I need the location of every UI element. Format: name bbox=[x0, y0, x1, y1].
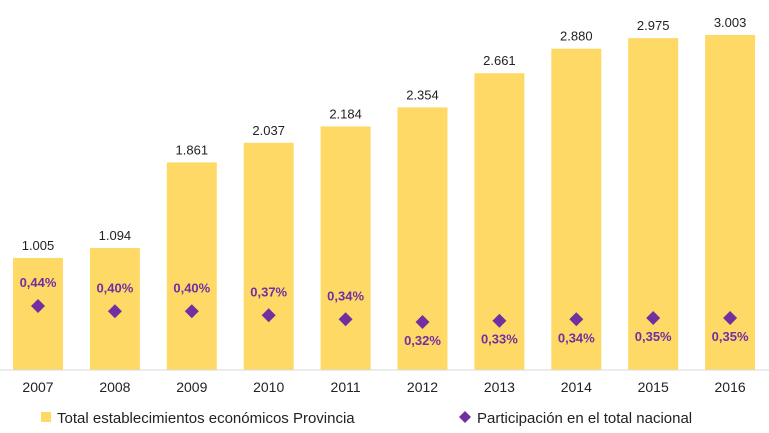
diamond-marker-2010 bbox=[261, 308, 276, 323]
pct-label-2013: 0,33% bbox=[481, 332, 518, 347]
pct-label-2011: 0,34% bbox=[327, 288, 364, 303]
bar-2012 bbox=[397, 107, 448, 371]
bar-value-label-2013: 2.661 bbox=[483, 53, 516, 68]
bar-value-label-2010: 2.037 bbox=[252, 123, 285, 138]
diamond-marker-2008 bbox=[107, 304, 122, 319]
diamond-marker-2011 bbox=[338, 312, 353, 327]
pct-label-2012: 0,32% bbox=[404, 333, 441, 348]
legend-swatch-diamond bbox=[459, 411, 471, 423]
x-tick-label-2016: 2016 bbox=[715, 379, 746, 395]
bar-value-label-2015: 2.975 bbox=[637, 18, 670, 33]
bar-value-label-2012: 2.354 bbox=[406, 87, 439, 102]
legend-swatch-bars bbox=[41, 412, 51, 422]
bar-value-label-2014: 2.880 bbox=[560, 29, 593, 44]
bar-2007 bbox=[13, 257, 63, 370]
x-tick-label-2015: 2015 bbox=[638, 379, 669, 395]
pct-label-2010: 0,37% bbox=[250, 284, 287, 299]
diamond-marker-2012 bbox=[415, 315, 430, 329]
x-tick-label-2009: 2009 bbox=[176, 379, 207, 395]
bar-2010 bbox=[243, 142, 294, 370]
pct-label-2014: 0,34% bbox=[558, 330, 595, 345]
x-tick-label-2012: 2012 bbox=[407, 379, 438, 395]
bar-value-label-2016: 3.003 bbox=[714, 15, 747, 30]
pct-label-2007: 0,44% bbox=[20, 275, 57, 290]
legend: Total establecimientos económicos Provin… bbox=[41, 410, 692, 427]
bar-series: 1.005 0,44% 1.094 0,40% 1.861 0,40% 2.037 0,37%… bbox=[13, 15, 756, 371]
x-tick-label-2013: 2013 bbox=[484, 379, 515, 395]
diamond-marker-2016 bbox=[723, 311, 738, 325]
diamond-marker-2015 bbox=[646, 311, 661, 325]
bar-value-label-2009: 1.861 bbox=[176, 142, 209, 157]
diamond-marker-2007 bbox=[31, 299, 45, 313]
x-tick-label-2010: 2010 bbox=[253, 379, 284, 395]
bar-value-label-2011: 2.184 bbox=[329, 106, 362, 121]
x-tick-label-2007: 2007 bbox=[22, 379, 53, 395]
legend-label-bars: Total establecimientos económicos Provin… bbox=[57, 410, 355, 427]
x-tick-label-2014: 2014 bbox=[561, 379, 592, 395]
bar-2009 bbox=[166, 162, 217, 370]
pct-label-2009: 0,40% bbox=[173, 280, 210, 295]
diamond-marker-2009 bbox=[184, 304, 199, 319]
x-tick-label-2008: 2008 bbox=[99, 379, 130, 395]
pct-label-2016: 0,35% bbox=[712, 329, 749, 344]
pct-label-2008: 0,40% bbox=[96, 280, 133, 295]
x-axis-ticks: 2007 2008 2009 2010 2011 2012 2013 2014 2015 2016 bbox=[22, 379, 745, 395]
bar-value-label-2008: 1.094 bbox=[99, 228, 132, 243]
diamond-marker-2014 bbox=[569, 312, 584, 327]
legend-label-diamond: Participación en el total nacional bbox=[477, 410, 692, 427]
x-tick-label-2011: 2011 bbox=[331, 379, 361, 395]
diamond-marker-2013 bbox=[492, 313, 507, 328]
pct-label-2015: 0,35% bbox=[635, 329, 672, 344]
bar-2011 bbox=[320, 126, 371, 371]
bar-value-label-2007: 1.005 bbox=[22, 238, 55, 253]
